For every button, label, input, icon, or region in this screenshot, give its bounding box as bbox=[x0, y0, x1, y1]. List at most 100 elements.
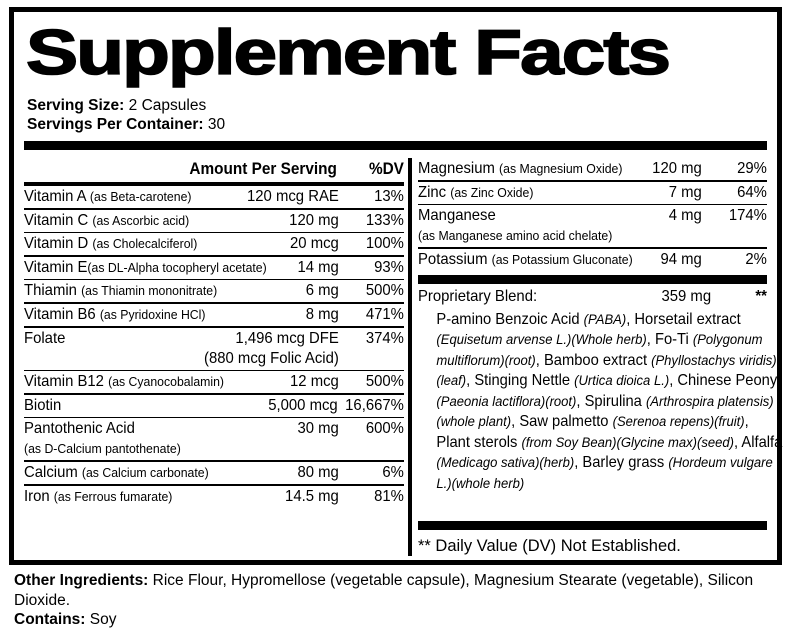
nutrient-amount: 120 mg bbox=[652, 160, 702, 177]
contains-line: Contains: Soy bbox=[14, 610, 776, 630]
nutrient-name: Pantothenic Acid bbox=[24, 420, 135, 438]
table-row: Vitamin E(as DL-Alpha tocopheryl acetate… bbox=[24, 257, 404, 279]
row-divider bbox=[418, 203, 767, 206]
nutrient-dv: 16,667% bbox=[345, 396, 404, 414]
nutrient-name: Thiamin bbox=[24, 282, 77, 300]
servings-per-container-label: Servings Per Container: bbox=[27, 116, 204, 133]
nutrient-source: (as Thiamin mononitrate) bbox=[81, 283, 218, 299]
table-row: Vitamin C (as Ascorbic acid) 120 mg 133% bbox=[24, 210, 404, 232]
contains-value: Soy bbox=[89, 611, 117, 628]
nutrient-amount: 5,000 mcg bbox=[268, 396, 338, 414]
nutrient-name: Vitamin D bbox=[24, 235, 89, 253]
nutrient-amount: 80 mg bbox=[297, 463, 339, 481]
table-row: Vitamin B6 (as Pyridoxine HCl) 8 mg 471% bbox=[24, 304, 404, 326]
proprietary-blend-ingredients: P-amino Benzoic Acid (PABA), Horsetail e… bbox=[436, 310, 783, 492]
header-rule bbox=[24, 182, 404, 186]
table-row: Biotin 5,000 mcg 16,667% bbox=[24, 395, 404, 417]
table-row: Iron (as Ferrous fumarate) 14.5 mg 81% bbox=[24, 486, 404, 508]
nutrient-amount-line2: (880 mcg Folic Acid) bbox=[204, 349, 339, 367]
nutrient-dv: 500% bbox=[365, 282, 404, 300]
percent-dv-header: %DV bbox=[368, 160, 404, 178]
column-divider bbox=[408, 158, 412, 556]
nutrient-name: Calcium bbox=[24, 463, 78, 481]
table-row: Manganese 4 mg 174% bbox=[418, 205, 767, 227]
table-row: Potassium (as Potassium Gluconate) 94 mg… bbox=[418, 249, 767, 271]
nutrient-source: (as Pyridoxine HCl) bbox=[99, 306, 206, 322]
table-row: Pantothenic Acid 30 mg 600% bbox=[24, 418, 404, 440]
nutrient-source: (as Ascorbic acid) bbox=[92, 212, 190, 228]
nutrient-dv: 374% bbox=[365, 329, 404, 347]
nutrition-column-left: Amount Per Serving %DV Vitamin A (as Bet… bbox=[24, 158, 404, 556]
row-divider bbox=[24, 231, 404, 234]
row-divider bbox=[24, 460, 404, 462]
footnote-text: ** Daily Value (DV) Not Established. bbox=[418, 537, 681, 555]
nutrient-dv: 600% bbox=[365, 420, 404, 438]
table-row: Thiamin (as Thiamin mononitrate) 6 mg 50… bbox=[24, 280, 404, 302]
nutrient-dv: 81% bbox=[374, 487, 404, 505]
nutrient-amount: 7 mg bbox=[668, 183, 702, 201]
nutrient-amount: 8 mg bbox=[305, 305, 339, 323]
nutrient-source: (as Cyanocobalamin) bbox=[108, 374, 224, 390]
nutrient-source: (as Cholecalciferol) bbox=[92, 236, 198, 252]
proprietary-blend-amount: 359 mg bbox=[661, 287, 712, 305]
table-row: Vitamin D (as Cholecalciferol) 20 mcg 10… bbox=[24, 233, 404, 255]
row-divider bbox=[24, 483, 404, 486]
nutrition-columns: Amount Per Serving %DV Vitamin A (as Bet… bbox=[24, 158, 782, 556]
nutrient-amount: 4 mg bbox=[668, 207, 702, 225]
nutrient-name: Vitamin A bbox=[24, 188, 86, 205]
row-divider bbox=[24, 325, 404, 328]
nutrient-amount: 6 mg bbox=[305, 282, 339, 300]
table-row-continuation: (880 mcg Folic Acid) bbox=[24, 350, 404, 370]
blend-separator-rule bbox=[418, 274, 767, 284]
nutrient-source: (as Zinc Oxide) bbox=[450, 184, 534, 200]
contains-label: Contains: bbox=[14, 611, 86, 628]
table-row: Calcium (as Calcium carbonate) 80 mg 6% bbox=[24, 462, 404, 484]
other-ingredients-line: Other Ingredients: Rice Flour, Hypromell… bbox=[14, 571, 776, 610]
nutrient-source: (as Beta-carotene) bbox=[89, 189, 192, 204]
nutrient-name: Zinc bbox=[418, 183, 447, 201]
footnote-rule bbox=[418, 521, 767, 530]
serving-size-line: Serving Size: 2 Capsules bbox=[27, 96, 767, 115]
nutrient-name-line2: (as D-Calcium pantothenate) bbox=[24, 441, 181, 457]
row-divider bbox=[418, 247, 767, 249]
amount-per-serving-header: Amount Per Serving bbox=[189, 160, 337, 178]
nutrient-source: (as DL-Alpha tocopheryl acetate) bbox=[87, 259, 267, 275]
nutrient-source: (as Potassium Gluconate) bbox=[491, 251, 633, 267]
page-title: Supplement Facts bbox=[25, 17, 672, 89]
nutrient-name-line2: (as Manganese amino acid chelate) bbox=[418, 228, 613, 244]
nutrient-amount: 30 mg bbox=[297, 420, 339, 438]
row-divider bbox=[418, 180, 767, 182]
other-ingredients-value: Rice Flour, Hypromellose (vegetable caps… bbox=[14, 572, 754, 609]
nutrient-dv: 133% bbox=[365, 211, 404, 229]
row-divider bbox=[24, 393, 404, 395]
nutrient-name: Magnesium bbox=[418, 160, 495, 177]
serving-info: Serving Size: 2 Capsules Servings Per Co… bbox=[27, 96, 767, 134]
nutrient-source: (as Magnesium Oxide) bbox=[499, 161, 623, 176]
row-divider bbox=[24, 302, 404, 304]
other-ingredients-block: Other Ingredients: Rice Flour, Hypromell… bbox=[14, 571, 776, 630]
table-row: Zinc (as Zinc Oxide) 7 mg 64% bbox=[418, 182, 767, 204]
nutrient-name: Vitamin C bbox=[24, 211, 89, 229]
nutrient-name: Vitamin B6 bbox=[24, 305, 96, 323]
proprietary-blend-label: Proprietary Blend: bbox=[418, 287, 538, 305]
nutrient-dv: 174% bbox=[728, 207, 767, 225]
header-thick-rule bbox=[24, 141, 767, 150]
serving-size-value: 2 Capsules bbox=[128, 97, 207, 114]
nutrient-amount: 120 mcg RAE bbox=[246, 188, 339, 205]
nutrient-dv: 100% bbox=[365, 235, 404, 253]
row-divider bbox=[24, 208, 404, 210]
nutrient-amount: 120 mg bbox=[289, 211, 339, 229]
table-row-continuation: (as D-Calcium pantothenate) bbox=[24, 440, 404, 460]
nutrient-dv: 471% bbox=[365, 305, 404, 323]
nutrient-amount: 14 mg bbox=[297, 258, 339, 276]
nutrition-column-right: Magnesium (as Magnesium Oxide) 120 mg 29… bbox=[418, 158, 782, 556]
nutrient-amount: 12 mcg bbox=[290, 373, 339, 391]
nutrient-amount: 1,496 mcg DFE bbox=[235, 329, 339, 347]
table-row: Vitamin B12 (as Cyanocobalamin) 12 mcg 5… bbox=[24, 371, 404, 393]
table-row: Folate 1,496 mcg DFE 374% bbox=[24, 328, 404, 350]
nutrient-name: Folate bbox=[24, 329, 66, 347]
table-row: Vitamin A (as Beta-carotene) 120 mcg RAE… bbox=[24, 186, 404, 208]
row-divider bbox=[24, 278, 404, 281]
table-row-continuation: (as Manganese amino acid chelate) bbox=[418, 227, 767, 247]
